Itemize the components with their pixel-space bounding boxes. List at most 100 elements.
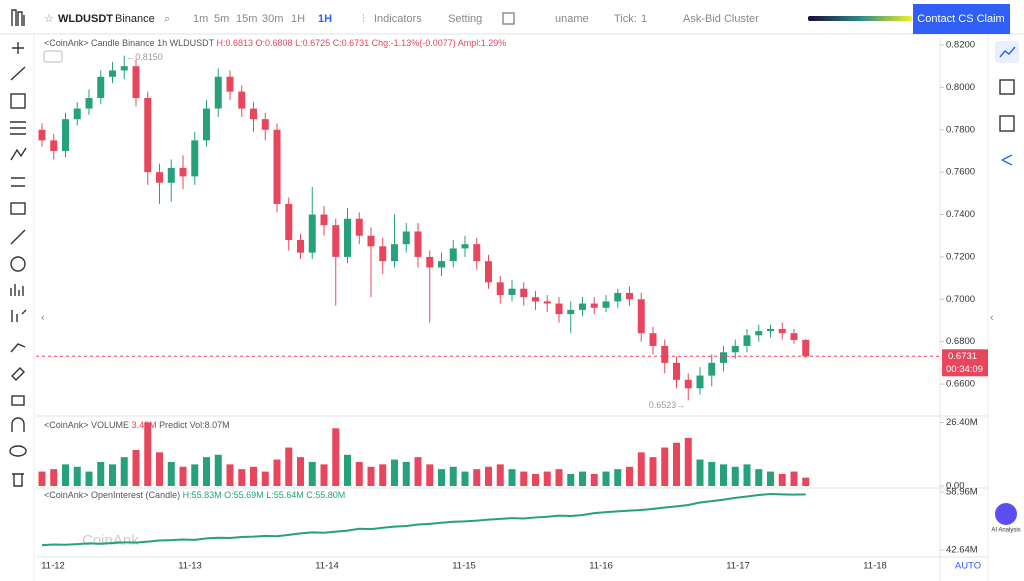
candle-body xyxy=(73,108,81,120)
logo-icon xyxy=(11,9,25,26)
x-tick-label: 11-12 xyxy=(41,561,65,572)
indicators-icon[interactable]: ⫶ xyxy=(362,13,365,25)
setting[interactable]: Setting xyxy=(448,13,482,25)
interval[interactable]: 1H xyxy=(291,13,305,25)
volume-bar xyxy=(50,469,58,486)
interval[interactable]: 30m xyxy=(262,13,283,25)
auto-scale[interactable]: AUTO xyxy=(955,561,981,572)
ai-label[interactable]: AI Analysis xyxy=(991,528,1020,534)
volume-bar xyxy=(203,457,210,486)
y-tick-label: 0.8200 xyxy=(946,40,975,51)
volume-bar xyxy=(273,459,281,486)
candle-body xyxy=(614,292,622,302)
candle-body xyxy=(109,70,116,77)
volume-bar xyxy=(391,459,398,486)
candle-body xyxy=(790,333,798,340)
x-tick-label: 11-17 xyxy=(726,561,750,572)
candle-body xyxy=(179,167,187,177)
tick-value[interactable]: 1 xyxy=(641,13,647,25)
interval[interactable]: 1m xyxy=(193,13,208,25)
data-icon[interactable] xyxy=(999,79,1015,95)
volume-bar xyxy=(97,461,105,486)
volume-bar xyxy=(355,461,363,486)
open-interest-line xyxy=(41,492,806,547)
layout-icon[interactable] xyxy=(502,12,515,25)
volume-bar xyxy=(626,466,633,486)
volume-bar xyxy=(731,466,739,486)
tick-label[interactable]: Tick: xyxy=(614,13,637,25)
candle-body xyxy=(250,108,257,120)
indicators[interactable]: Indicators xyxy=(374,13,422,25)
volume-bar xyxy=(132,449,140,486)
oi-legend: <CoinAnk> OpenInterest (Candle) H:55.83M… xyxy=(44,490,345,500)
volume-bar xyxy=(778,473,786,486)
x-tick-label: 11-14 xyxy=(315,561,339,572)
volume-bar xyxy=(167,461,175,486)
candle-body xyxy=(97,76,105,98)
candle-body xyxy=(543,301,551,304)
volume-bar xyxy=(614,469,622,486)
volume-bar xyxy=(567,473,575,486)
exchange[interactable]: Binance xyxy=(115,13,155,25)
contact-button[interactable] xyxy=(913,4,1010,34)
volume-bar xyxy=(85,471,93,486)
candle-body xyxy=(144,97,152,173)
volume-bar xyxy=(402,461,410,486)
user[interactable]: uname xyxy=(555,13,589,25)
symbol[interactable]: WLDUSDT xyxy=(58,13,113,25)
candle-body xyxy=(261,119,269,130)
x-tick-label: 11-15 xyxy=(452,561,476,572)
candle-body xyxy=(485,261,492,283)
volume-bar xyxy=(179,466,187,486)
candle-body xyxy=(767,328,774,332)
x-tick-label: 11-16 xyxy=(589,561,613,572)
volume-bar xyxy=(226,464,234,486)
star-icon[interactable]: ☆ xyxy=(44,13,54,25)
volume-bar xyxy=(755,469,763,486)
heat-gradient[interactable] xyxy=(808,16,912,21)
volume-bar xyxy=(38,471,46,486)
interval[interactable]: 15m xyxy=(236,13,257,25)
drawing-tools[interactable] xyxy=(9,42,27,487)
volume-bar xyxy=(579,471,586,486)
search-icon[interactable]: ⌕ xyxy=(164,13,170,25)
y-tick-label: 0.7800 xyxy=(946,124,975,135)
contact-label[interactable]: Contact CS Claim xyxy=(917,13,1004,25)
candle-body xyxy=(38,129,46,141)
chart-icon[interactable] xyxy=(999,46,1016,58)
candle-body xyxy=(167,167,175,183)
cluster[interactable]: Ask-Bid Cluster xyxy=(683,13,759,25)
y-tick-label: 26.40M xyxy=(946,417,978,428)
interval[interactable]: 5m xyxy=(214,13,229,25)
candle-body xyxy=(755,331,763,336)
active-interval[interactable]: 1H xyxy=(318,13,332,25)
candle-body xyxy=(120,66,128,71)
volume-bar xyxy=(261,471,269,486)
ai-icon[interactable] xyxy=(995,503,1017,525)
volume-bar xyxy=(191,464,199,486)
candle-body xyxy=(743,335,751,346)
candle-body xyxy=(203,108,210,141)
candle-body xyxy=(496,282,504,296)
volume-bar xyxy=(308,461,316,486)
y-tick-label: 0.7600 xyxy=(946,167,975,178)
volume-bar xyxy=(109,464,116,486)
volume-bar xyxy=(555,469,563,486)
volume-bar xyxy=(496,464,504,486)
y-tick-label: 0.7000 xyxy=(946,294,975,305)
collapse-left[interactable]: ‹ xyxy=(41,312,45,324)
y-tick-label: 58.96M xyxy=(946,487,978,498)
candle-body xyxy=(602,301,610,308)
volume-bar xyxy=(802,477,810,486)
candle-body xyxy=(308,214,316,253)
candle-body xyxy=(355,218,363,236)
list-icon[interactable] xyxy=(999,115,1015,132)
collapse-right[interactable]: ‹ xyxy=(990,312,994,324)
share-icon[interactable] xyxy=(1001,154,1013,166)
last-price-label: 0.6731 xyxy=(948,351,977,362)
collapse-legend[interactable] xyxy=(43,50,63,63)
volume-bar xyxy=(449,466,457,486)
candle-body xyxy=(473,244,481,262)
candle-body xyxy=(696,375,704,389)
